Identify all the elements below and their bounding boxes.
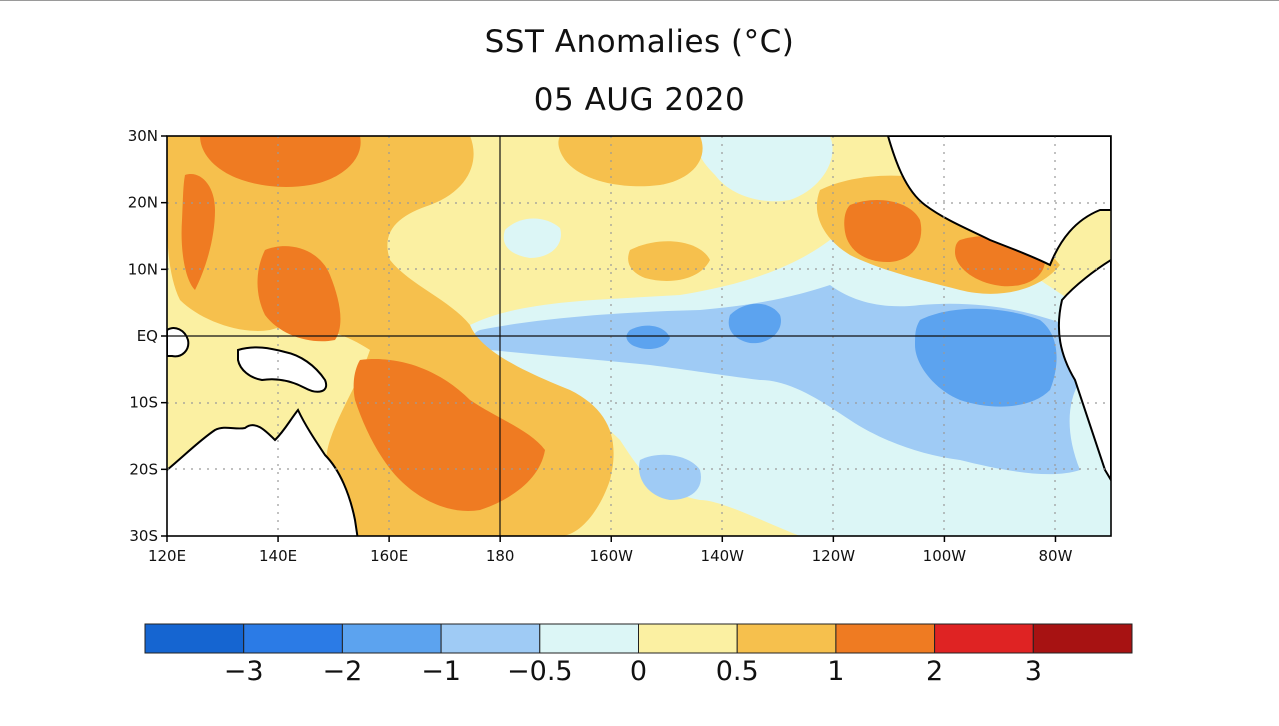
anomaly-field [167, 136, 1111, 536]
colorbar: −3 −2 −1 −0.5 0 0.5 1 2 3 [144, 623, 1133, 687]
colorbar-label: −2 [322, 656, 362, 687]
colorbar-label: 3 [1025, 656, 1042, 687]
colorbar-label: 0.5 [716, 656, 759, 687]
colorbar-label: −1 [421, 656, 461, 687]
colorbar-swatch [934, 623, 1034, 654]
lon-tick-label: 80W [1039, 547, 1073, 565]
colorbar-swatch [341, 623, 442, 654]
land-australia [167, 408, 359, 536]
anomaly-region-cold-south [639, 454, 701, 500]
map-title: SST Anomalies (°C) [484, 24, 795, 60]
anomaly-region-cool-northwest [503, 218, 561, 258]
lon-tick-label: 180 [486, 547, 515, 565]
colorbar-swatch [638, 623, 738, 654]
anomaly-region-hot-northwest [200, 136, 361, 187]
colorbar-swatch [736, 623, 837, 654]
anomaly-region-cold-core-east [915, 308, 1057, 407]
lat-tick-label: 30S [129, 527, 158, 545]
anomaly-region-hot-png [257, 246, 341, 342]
land-new-guinea [237, 346, 328, 393]
colorbar-label: 2 [926, 656, 943, 687]
lon-tick-label: 140W [701, 547, 745, 565]
anomaly-region-warm-central [628, 241, 710, 281]
lon-tick-label: 160E [370, 547, 408, 565]
anomaly-region-cool-north [698, 136, 833, 202]
anomaly-region-hot-southwest [353, 359, 545, 511]
colorbar-swatch [835, 623, 936, 654]
colorbar-swatch [243, 623, 343, 654]
map-date: 05 AUG 2020 [533, 82, 746, 118]
lat-tick-label: 20S [129, 460, 158, 478]
lon-tick-label: 160W [590, 547, 634, 565]
colorbar-swatch [144, 623, 245, 654]
top-border [0, 0, 1279, 1]
anomaly-region-warm-northcentral [558, 136, 703, 187]
land-south-america [1057, 258, 1111, 482]
anomaly-region-cold-core-west [626, 325, 670, 350]
lat-tick-label: 10S [129, 394, 158, 412]
lon-tick-label: 120W [812, 547, 856, 565]
colorbar-label: −3 [224, 656, 264, 687]
lat-tick-label: 20N [128, 194, 158, 212]
colorbar-swatch [539, 623, 639, 654]
colorbar-label: 0 [630, 656, 647, 687]
lon-tick-label: 140E [259, 547, 297, 565]
lon-tick-label: 100W [923, 547, 967, 565]
lat-tick-label: EQ [137, 327, 158, 345]
colorbar-label: −0.5 [507, 656, 573, 687]
colorbar-swatch [440, 623, 541, 654]
latitude-axis: 30N 20N 10N EQ 10S 20S 30S [128, 127, 167, 545]
anomaly-region-cold-core-central [728, 303, 781, 344]
lon-tick-label: 120E [148, 547, 186, 565]
lat-tick-label: 10N [128, 260, 158, 278]
colorbar-label: 1 [827, 656, 844, 687]
anomaly-region-hot-philippine [181, 174, 215, 290]
anomaly-region-hot-mexico [844, 200, 922, 263]
colorbar-swatch [1032, 623, 1133, 654]
lat-tick-label: 30N [128, 127, 158, 145]
land-borneo-sulawesi [167, 327, 190, 358]
longitude-axis: 120E 140E 160E 180 160W 140W 120W 100W 80W [148, 536, 1073, 565]
